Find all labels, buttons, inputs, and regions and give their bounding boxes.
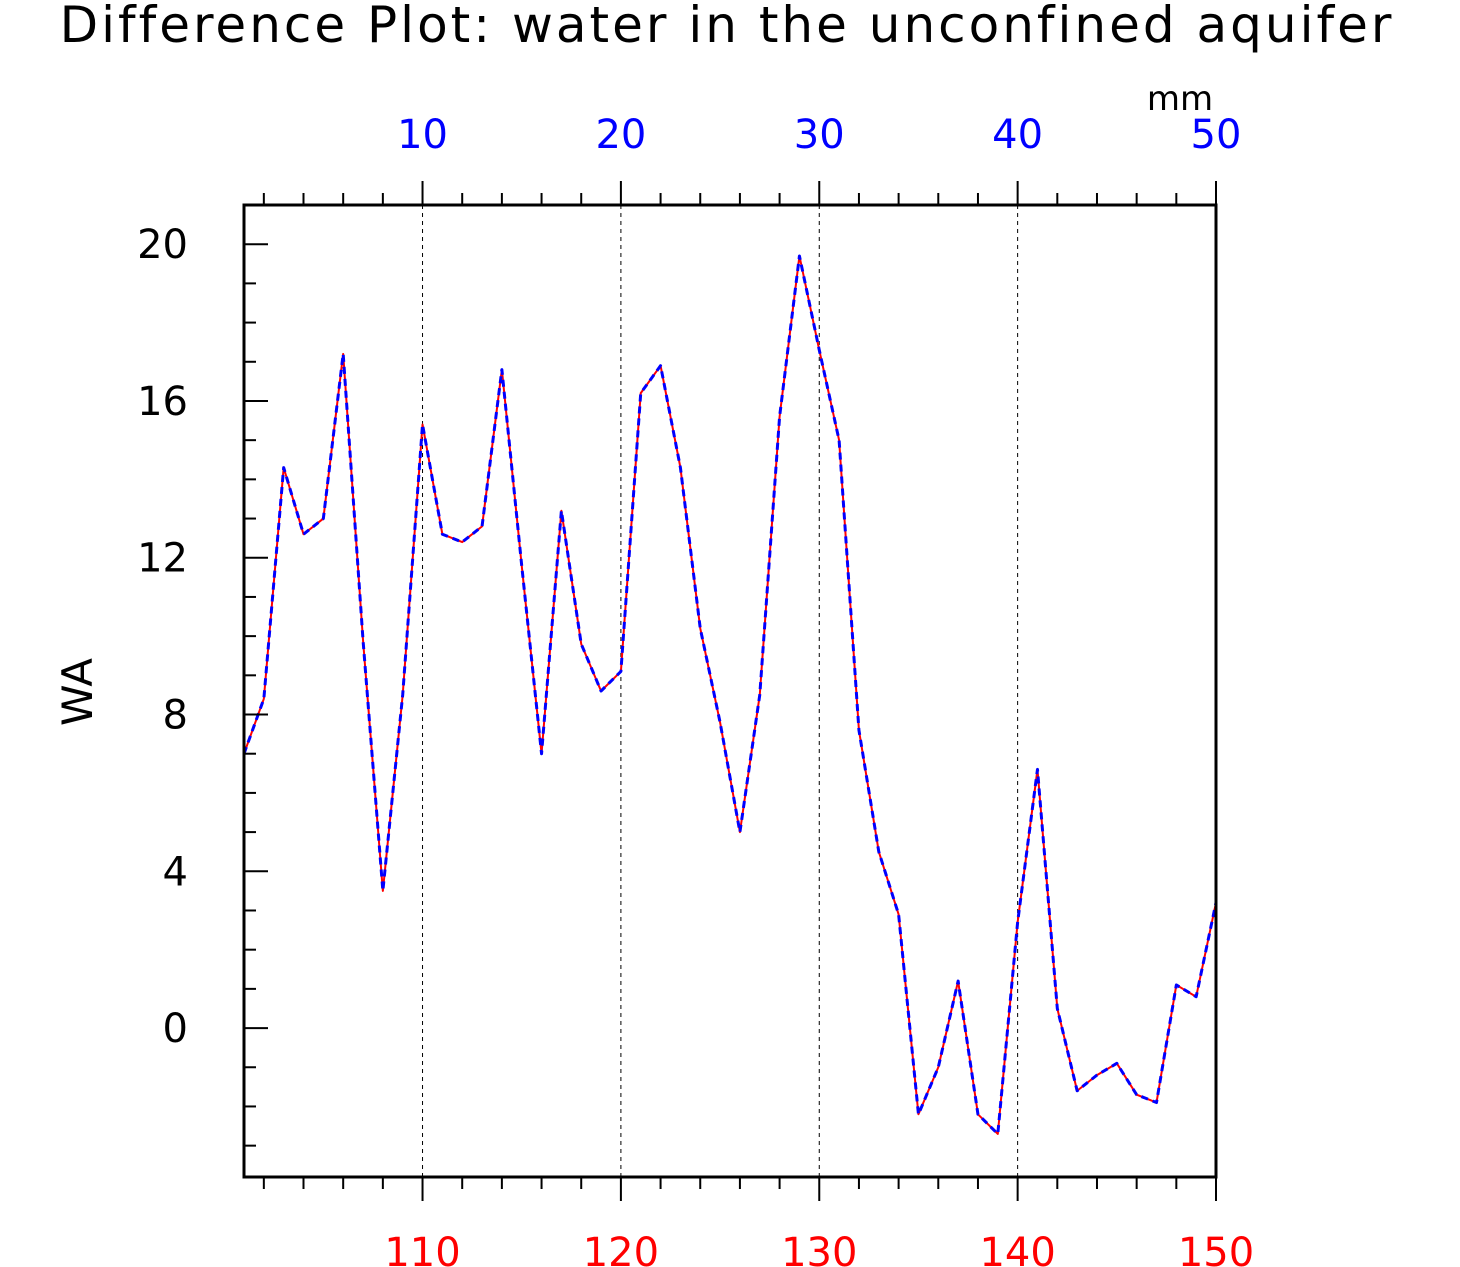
axes-group	[242, 181, 1218, 1201]
y-tick-label-12: 12	[137, 536, 188, 582]
bottom-tick-label-130: 130	[781, 1230, 857, 1267]
bottom-tick-label-120: 120	[583, 1230, 659, 1267]
top-tick-label-20: 20	[595, 112, 646, 158]
y-axis-label: WA	[53, 658, 102, 726]
series-group	[242, 254, 1218, 1136]
plot-frame	[242, 203, 1218, 1179]
grid-lines	[422, 205, 1019, 1177]
chart-title: Difference Plot: water in the unconfined…	[60, 0, 1395, 54]
tick-labels-group: 0 4 8 12 16 20 110 120 130 140 150 10 20 30 40 50	[137, 112, 1254, 1267]
y-tick-label-8: 8	[163, 693, 188, 739]
y-tick-label-4: 4	[163, 849, 188, 895]
series-line-1	[243, 254, 1217, 1135]
series-line-2	[242, 254, 1218, 1136]
top-tick-label-10: 10	[397, 112, 448, 158]
top-tick-label-30: 30	[794, 112, 845, 158]
top-tick-label-40: 40	[992, 112, 1043, 158]
top-tick-label-50: 50	[1191, 112, 1242, 158]
bottom-tick-label-140: 140	[979, 1230, 1055, 1267]
y-tick-label-20: 20	[137, 222, 188, 268]
bottom-tick-label-110: 110	[384, 1230, 460, 1267]
bottom-tick-label-150: 150	[1178, 1230, 1254, 1267]
top-axis-units: mm	[1147, 79, 1213, 119]
y-tick-label-0: 0	[163, 1006, 188, 1052]
y-tick-label-16: 16	[137, 379, 188, 425]
